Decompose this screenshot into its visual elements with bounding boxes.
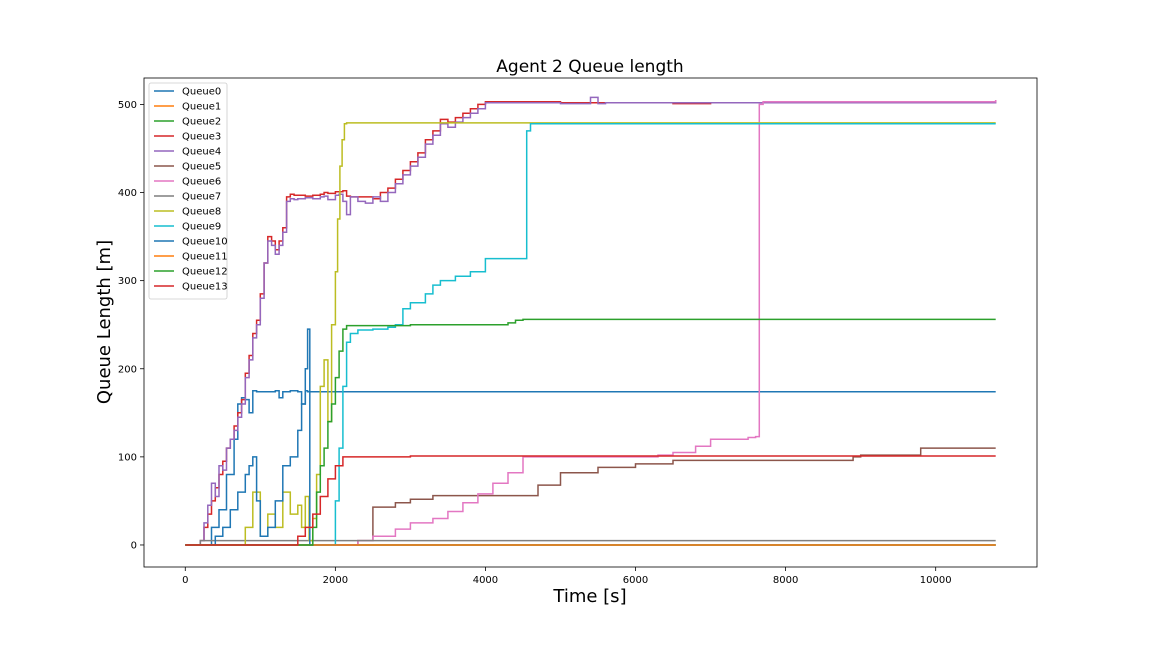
legend-label: Queue1: [182, 102, 221, 113]
legend-label: Queue2: [182, 117, 221, 128]
series-line-queue8: [185, 122, 996, 546]
series-line-queue4: [185, 96, 997, 546]
legend-label: Queue0: [182, 87, 221, 98]
series-line-queue6: [185, 100, 997, 546]
y-tick-label: 500: [118, 100, 137, 111]
legend-label: Queue8: [182, 207, 221, 218]
plot-area: [144, 78, 1037, 567]
y-tick-label: 400: [118, 188, 137, 199]
y-tick-label: 0: [131, 540, 137, 551]
x-tick-label: 6000: [623, 575, 648, 586]
y-tick-label: 300: [118, 276, 137, 287]
y-tick-label: 100: [118, 452, 137, 463]
series-line-queue5: [185, 447, 996, 546]
series-layer: [185, 96, 997, 546]
x-tick-label: 10000: [920, 575, 952, 586]
legend-label: Queue12: [182, 267, 228, 278]
chart-title: Agent 2 Queue length: [496, 57, 683, 77]
plot-frame: [143, 77, 1038, 568]
series-line-queue9: [185, 123, 996, 546]
x-tick-label: 2000: [323, 575, 348, 586]
legend-label: Queue9: [182, 222, 221, 233]
series-line-queue12: [185, 318, 996, 546]
legend-label: Queue3: [182, 132, 221, 143]
series-line-queue7: [185, 539, 996, 546]
legend-box: [148, 82, 228, 300]
x-tick-label: 0: [182, 575, 188, 586]
series-line-queue10: [185, 328, 996, 546]
legend-label: Queue10: [182, 237, 228, 248]
x-axis-title: Time [s]: [552, 586, 626, 607]
x-tick-label: 4000: [473, 575, 498, 586]
y-tick-label: 200: [118, 364, 137, 375]
legend-label: Queue5: [182, 162, 221, 173]
series-line-queue13: [185, 455, 996, 546]
axis-layer: 0 2000 4000 6000 8000 10000 0 100 200 300 400 500: [118, 100, 952, 586]
legend-label: Queue7: [182, 192, 221, 203]
legend-label: Queue6: [182, 177, 221, 188]
legend: Queue0 Queue1 Queue2 Queue3 Queue4 Queue5 Queu…: [148, 82, 228, 300]
y-axis-title: Queue Length [m]: [94, 240, 115, 404]
x-tick-label: 8000: [773, 575, 798, 586]
legend-label: Queue11: [182, 252, 228, 263]
legend-label: Queue4: [182, 147, 221, 158]
legend-label: Queue13: [182, 282, 228, 293]
